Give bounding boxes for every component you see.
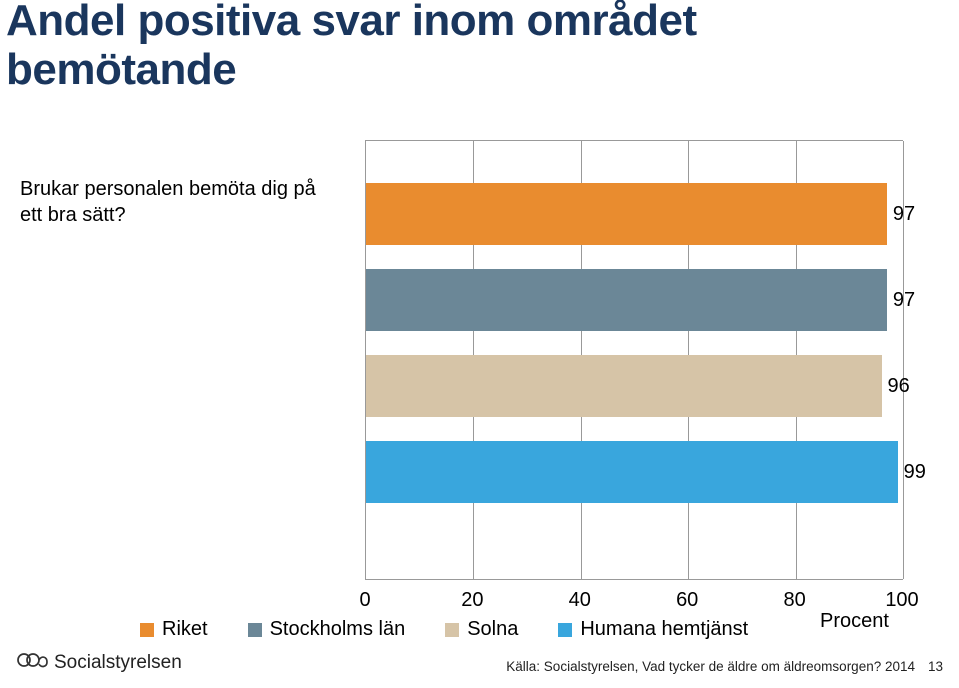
x-tick: 60 — [676, 589, 698, 612]
logo: Socialstyrelsen — [16, 647, 182, 678]
bar — [366, 355, 882, 417]
legend-item: Humana hemtjänst — [558, 618, 748, 641]
legend-swatch — [558, 623, 572, 637]
x-tick: 40 — [569, 589, 591, 612]
legend-label: Stockholms län — [270, 618, 406, 641]
legend-swatch — [140, 623, 154, 637]
legend-item: Solna — [445, 618, 518, 641]
bar-value-label: 96 — [888, 355, 910, 417]
category-label-area: Brukar personalen bemöta dig på ett bra … — [20, 140, 360, 580]
logo-icon — [16, 647, 48, 678]
bar — [366, 441, 898, 503]
footer: Socialstyrelsen Källa: Socialstyrelsen, … — [16, 648, 943, 678]
bar-value-label: 97 — [893, 183, 915, 245]
x-tick: 100 — [885, 589, 918, 612]
legend-swatch — [248, 623, 262, 637]
x-tick: 0 — [359, 589, 370, 612]
chart-plot-area: 97979699 — [365, 140, 903, 580]
chart-container: Brukar personalen bemöta dig på ett bra … — [20, 140, 940, 580]
title-line1: Andel positiva svar inom området — [6, 0, 697, 45]
legend-swatch — [445, 623, 459, 637]
page-title: Andel positiva svar inom området bemötan… — [6, 0, 697, 95]
legend: Riket Stockholms län Solna Humana hemtjänst — [140, 618, 900, 648]
bar — [366, 269, 887, 331]
bar — [366, 183, 887, 245]
legend-item: Stockholms län — [248, 618, 406, 641]
title-line2: bemötande — [6, 45, 236, 94]
legend-label: Riket — [162, 618, 208, 641]
logo-text: Socialstyrelsen — [54, 652, 182, 674]
bar-value-label: 99 — [904, 441, 926, 503]
bar-value-label: 97 — [893, 269, 915, 331]
legend-label: Humana hemtjänst — [580, 618, 748, 641]
page-number: 13 — [928, 659, 943, 674]
legend-label: Solna — [467, 618, 518, 641]
legend-item: Riket — [140, 618, 208, 641]
x-tick: 20 — [461, 589, 483, 612]
category-label: Brukar personalen bemöta dig på ett bra … — [20, 176, 340, 228]
x-tick: 80 — [783, 589, 805, 612]
source-text: Källa: Socialstyrelsen, Vad tycker de äl… — [506, 659, 915, 674]
